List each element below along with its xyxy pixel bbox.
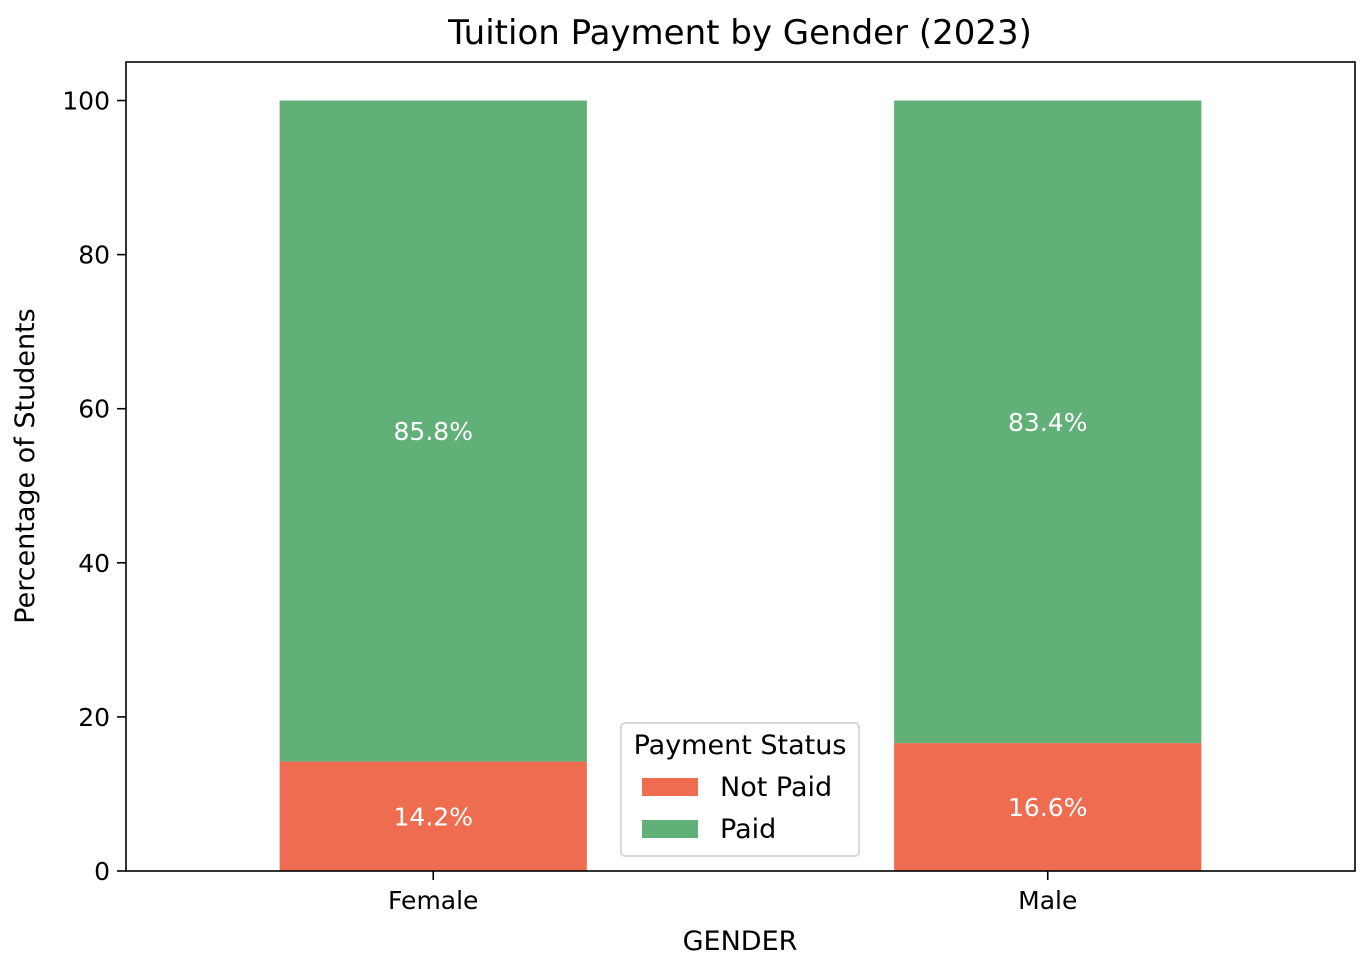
- y-axis: 0 20 40 60 80 100: [62, 87, 126, 886]
- plot-frame: [125, 61, 1356, 872]
- y-tick-label: 80: [78, 241, 110, 270]
- x-tick-label: Male: [1018, 886, 1077, 915]
- chart-title: Tuition Payment by Gender (2023): [447, 13, 1032, 53]
- y-tick-label: 100: [62, 87, 110, 116]
- legend-label-not-paid: Not Paid: [720, 772, 832, 803]
- y-tick-label: 60: [78, 395, 110, 424]
- bar-paid-female: [279, 100, 587, 762]
- legend-swatch-not-paid: [642, 778, 698, 796]
- y-axis-label: Percentage of Students: [10, 308, 41, 623]
- bars: [279, 100, 1202, 871]
- bar-not-paid-female: [279, 761, 587, 871]
- bar-label-paid-male: 83.4%: [1008, 408, 1087, 437]
- x-axis: Female Male: [388, 871, 1077, 915]
- legend-entries: Not Paid Paid: [642, 772, 832, 845]
- bar-label-not-paid-male: 16.6%: [1008, 793, 1087, 822]
- bar-not-paid-male: [894, 743, 1202, 871]
- legend: Payment Status Not Paid Paid: [620, 722, 860, 857]
- y-tick-label: 20: [78, 703, 110, 732]
- y-tick-label: 0: [94, 857, 110, 886]
- y-tick-label: 40: [78, 549, 110, 578]
- bar-label-paid-female: 85.8%: [394, 417, 473, 446]
- x-tick-label: Female: [388, 886, 478, 915]
- legend-title: Payment Status: [634, 730, 847, 761]
- x-axis-label: GENDER: [683, 926, 798, 957]
- bar-labels: 14.2% 85.8% 16.6% 83.4%: [394, 408, 1088, 831]
- bar-paid-male: [894, 100, 1202, 744]
- legend-label-paid: Paid: [720, 814, 776, 845]
- bar-label-not-paid-female: 14.2%: [394, 802, 473, 831]
- legend-swatch-paid: [642, 820, 698, 838]
